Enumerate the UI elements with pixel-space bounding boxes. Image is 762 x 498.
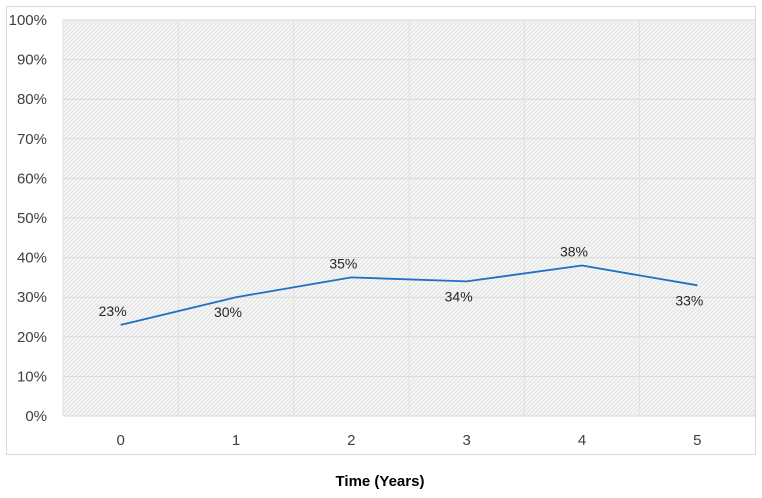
y-tick-label: 10% bbox=[17, 368, 47, 385]
y-tick-label: 0% bbox=[25, 408, 47, 425]
x-tick-label: 0 bbox=[116, 432, 124, 449]
x-axis-title: Time (Years) bbox=[336, 473, 425, 490]
x-tick-label: 1 bbox=[232, 432, 240, 449]
data-label: 33% bbox=[675, 292, 703, 308]
y-tick-label: 100% bbox=[9, 12, 47, 29]
y-tick-label: 40% bbox=[17, 250, 47, 267]
data-label: 34% bbox=[445, 288, 473, 304]
x-tick-label: 3 bbox=[462, 432, 470, 449]
y-tick-label: 60% bbox=[17, 170, 47, 187]
gridlines bbox=[62, 19, 756, 417]
y-tick-label: 30% bbox=[17, 289, 47, 306]
data-labels: 23% 30% 35% 34% 38% 33% bbox=[99, 244, 704, 321]
y-tick-label: 20% bbox=[17, 329, 47, 346]
y-tick-label: 80% bbox=[17, 91, 47, 108]
y-axis-ticks: 0% 10% 20% 30% 40% 50% 60% 70% 80% 90% 100% bbox=[9, 12, 47, 425]
data-label: 35% bbox=[329, 255, 357, 271]
x-tick-label: 5 bbox=[693, 432, 701, 449]
series-group bbox=[120, 264, 698, 326]
data-label: 38% bbox=[560, 244, 588, 260]
y-tick-label: 70% bbox=[17, 131, 47, 148]
x-tick-label: 2 bbox=[347, 432, 355, 449]
x-tick-label: 4 bbox=[578, 432, 586, 449]
data-label: 23% bbox=[99, 303, 127, 319]
x-axis-ticks: 0 1 2 3 4 5 bbox=[116, 432, 701, 449]
data-label: 30% bbox=[214, 304, 242, 320]
series-line bbox=[120, 264, 698, 326]
y-tick-label: 50% bbox=[17, 210, 47, 227]
y-tick-label: 90% bbox=[17, 52, 47, 69]
